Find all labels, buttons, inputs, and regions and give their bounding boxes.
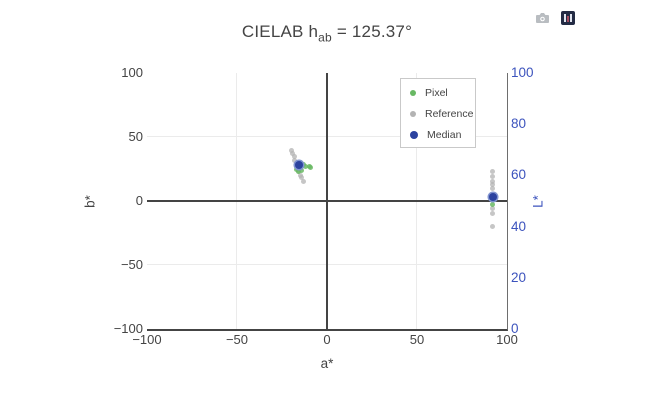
data-point-pixel[interactable] (490, 201, 496, 207)
plotly-logo-icon[interactable] (561, 11, 575, 25)
y-right-tick-80: 80 (511, 116, 527, 131)
legend-item-median[interactable]: Median (401, 124, 475, 145)
data-point-reference[interactable] (297, 172, 303, 178)
x-tick-50: 50 (409, 332, 425, 347)
chart-title-suffix: = 125.37° (331, 22, 413, 41)
x-tick-neg50: −50 (225, 332, 249, 347)
y-right-tick-100: 100 (511, 65, 534, 80)
legend-label-pixel: Pixel (425, 86, 448, 99)
data-point-median[interactable] (488, 192, 497, 201)
y-right-axis-title: L* (530, 195, 546, 208)
data-point-reference[interactable] (490, 186, 496, 192)
chart-title-prefix: CIELAB h (241, 22, 319, 41)
data-point-median[interactable] (294, 160, 303, 169)
legend-item-reference[interactable]: Reference (401, 103, 475, 124)
data-point-pixel[interactable] (303, 163, 309, 169)
data-point-reference[interactable] (490, 223, 496, 229)
chart-title-subscript: ab (318, 30, 332, 45)
y-right-tick-0: 0 (511, 321, 519, 336)
x-axis-title: a* (320, 356, 334, 371)
y-left-tick-neg100: −100 (113, 321, 143, 336)
data-point-reference[interactable] (300, 178, 306, 184)
data-point-reference[interactable] (490, 178, 496, 184)
legend-label-median: Median (427, 128, 462, 141)
plotly-modebar (535, 11, 575, 25)
x-tick-0: 0 (323, 332, 331, 347)
legend-label-reference: Reference (425, 107, 474, 120)
median-marker-icon (410, 130, 418, 139)
data-point-reference[interactable] (490, 206, 496, 212)
y-zero-line (147, 200, 507, 202)
points-layer (147, 73, 507, 329)
y-right-tick-40: 40 (511, 219, 527, 234)
y-left-axis-title: b* (82, 195, 98, 208)
data-point-reference[interactable] (490, 168, 496, 174)
data-point-reference[interactable] (291, 158, 297, 164)
y-left-tick-100: 100 (121, 65, 143, 80)
y-left-tick-0: 0 (135, 193, 143, 208)
pixel-marker-icon (410, 89, 416, 96)
data-point-pixel[interactable] (296, 169, 302, 175)
plot-area[interactable]: Pixel Reference Median (147, 73, 508, 331)
x-tick-neg100: −100 (132, 332, 162, 347)
y-right-tick-60: 60 (511, 167, 527, 182)
data-point-pixel[interactable] (299, 167, 305, 173)
camera-download-icon[interactable] (535, 12, 550, 24)
y-right-tick-20: 20 (511, 270, 527, 285)
y-left-tick-neg50: −50 (120, 257, 143, 272)
data-point-reference[interactable] (490, 174, 496, 180)
data-point-pixel[interactable] (308, 165, 314, 171)
data-point-pixel[interactable] (294, 166, 300, 172)
data-point-reference[interactable] (490, 210, 496, 216)
data-point-reference[interactable] (490, 182, 496, 188)
data-point-pixel[interactable] (300, 162, 306, 168)
chart-title: CIELAB hab = 125.37° (147, 22, 507, 44)
legend-item-pixel[interactable]: Pixel (401, 82, 475, 103)
legend: Pixel Reference Median (400, 78, 476, 148)
data-point-reference[interactable] (291, 154, 297, 160)
y-left-tick-50: 50 (128, 129, 143, 144)
data-point-reference[interactable] (299, 175, 305, 181)
x-tick-100: 100 (496, 332, 518, 347)
reference-marker-icon (410, 110, 416, 117)
data-point-reference[interactable] (290, 150, 296, 156)
